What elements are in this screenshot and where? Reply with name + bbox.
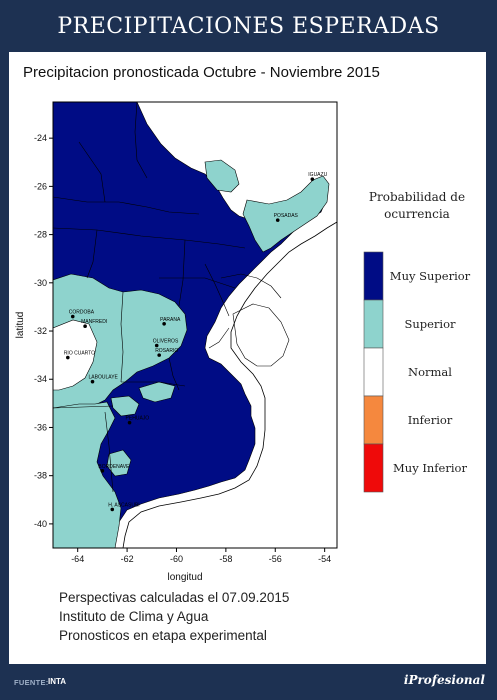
- atlantic-ocean: [122, 221, 337, 548]
- city-label: PEHUAJO: [126, 416, 150, 422]
- region-superior-patch-1: [110, 395, 140, 417]
- x-tick-label: -54: [318, 554, 331, 564]
- legend-title-line-2: ocurrencia: [384, 207, 450, 221]
- precipitation-map: CORDOBA MANFREDI RIO CUARTO LABOULAYE PARANA…: [15, 101, 471, 583]
- map-panel: Precipitacion pronosticada Octubre - Nov…: [9, 52, 486, 664]
- city-label: OLIVEROS: [153, 338, 179, 344]
- city-dot: [127, 420, 132, 425]
- city-markers: CORDOBA MANFREDI RIO CUARTO LABOULAYE PARANA…: [64, 172, 328, 512]
- x-tick-label: -64: [71, 554, 84, 564]
- city-label: LABOULAYE: [89, 375, 119, 381]
- footer-bar: FUENTE: INTA iProfesional: [0, 664, 497, 700]
- y-tick-label: -28: [34, 230, 47, 240]
- legend-swatch: [363, 443, 384, 493]
- province-borders: [52, 101, 246, 493]
- footnote-institute: Instituto de Clima y Agua: [59, 609, 209, 624]
- legend-title: Probabilidad de ocurrencia: [357, 189, 477, 223]
- x-tick-label: -58: [219, 554, 232, 564]
- city-label: BORDENAVE: [98, 464, 130, 470]
- y-axis-label: latitud: [15, 312, 26, 339]
- y-axis: -24 -26 -28 -30 -32 -34 -36 -38 -40: [34, 133, 53, 529]
- footnote-experimental: Pronosticos en etapa experimental: [59, 628, 267, 643]
- city-dot: [110, 507, 115, 512]
- legend-title-line-1: Probabilidad de: [368, 190, 466, 204]
- region-superior-southwest: [53, 401, 122, 548]
- source-value: INTA: [48, 677, 67, 686]
- region-normal-west: [53, 319, 98, 391]
- map-title: Precipitacion pronosticada Octubre - Nov…: [23, 64, 380, 81]
- city-dot: [100, 469, 105, 473]
- legend-label: Normal: [408, 365, 452, 379]
- page-title: PRECIPITACIONES ESPERADAS: [57, 13, 440, 39]
- city-label: MANFREDI: [81, 319, 107, 325]
- legend-swatch: [363, 299, 384, 349]
- y-tick-label: -40: [34, 519, 47, 529]
- city-label: RIO CUARTO: [64, 351, 95, 357]
- legend-swatch: [363, 251, 384, 301]
- brand-logo: iProfesional: [403, 673, 485, 687]
- y-tick-label: -24: [34, 133, 47, 143]
- city-dot: [90, 379, 95, 384]
- region-muy-superior: [53, 102, 328, 548]
- city-label: H. ASCASUBI: [108, 502, 139, 508]
- legend-label: Muy Inferior: [393, 461, 467, 475]
- legend: Muy Superior Superior Normal Inferior Muy In…: [363, 251, 471, 493]
- y-tick-label: -26: [34, 181, 47, 191]
- x-tick-label: -60: [170, 554, 183, 564]
- source-label: FUENTE:: [14, 678, 49, 687]
- city-dot: [275, 218, 280, 222]
- y-tick-label: -34: [34, 374, 47, 384]
- river: [220, 273, 282, 299]
- city-label: POSADAS: [274, 213, 299, 219]
- city-dot: [310, 177, 315, 181]
- legend-label: Inferior: [408, 413, 453, 427]
- legend-swatch: [363, 395, 384, 445]
- city-dot: [70, 314, 75, 319]
- header-bar: PRECIPITACIONES ESPERADAS: [0, 0, 497, 52]
- uruguay-outline: [232, 303, 290, 367]
- x-axis-label: longitud: [167, 572, 202, 583]
- x-tick-label: -56: [269, 554, 282, 564]
- legend-label: Superior: [404, 317, 456, 331]
- city-dot: [154, 343, 159, 348]
- city-dot: [157, 353, 161, 357]
- plot-frame: [52, 101, 338, 549]
- legend-label: Muy Superior: [390, 269, 471, 283]
- x-axis: -64 -62 -60 -58 -56 -54: [71, 548, 331, 564]
- city-label: IGUAZU: [308, 172, 327, 178]
- x-tick-label: -62: [121, 554, 134, 564]
- river: [208, 327, 230, 349]
- city-dot: [83, 324, 87, 329]
- region-superior-north: [204, 159, 240, 193]
- y-tick-label: -32: [34, 326, 47, 336]
- footnote-date: Perspectivas calculadas el 07.09.2015: [59, 590, 290, 605]
- city-label: PARANA: [160, 317, 181, 323]
- city-label: CORDOBA: [69, 310, 95, 316]
- region-superior-patch-3: [106, 449, 132, 477]
- city-dot: [66, 355, 70, 360]
- y-tick-label: -38: [34, 471, 47, 481]
- region-superior-northeast: [242, 175, 330, 253]
- city-label: ROSARIO: [155, 348, 178, 354]
- legend-swatch: [363, 347, 384, 397]
- city-dot: [162, 321, 166, 326]
- y-tick-label: -36: [34, 422, 47, 432]
- y-tick-label: -30: [34, 278, 47, 288]
